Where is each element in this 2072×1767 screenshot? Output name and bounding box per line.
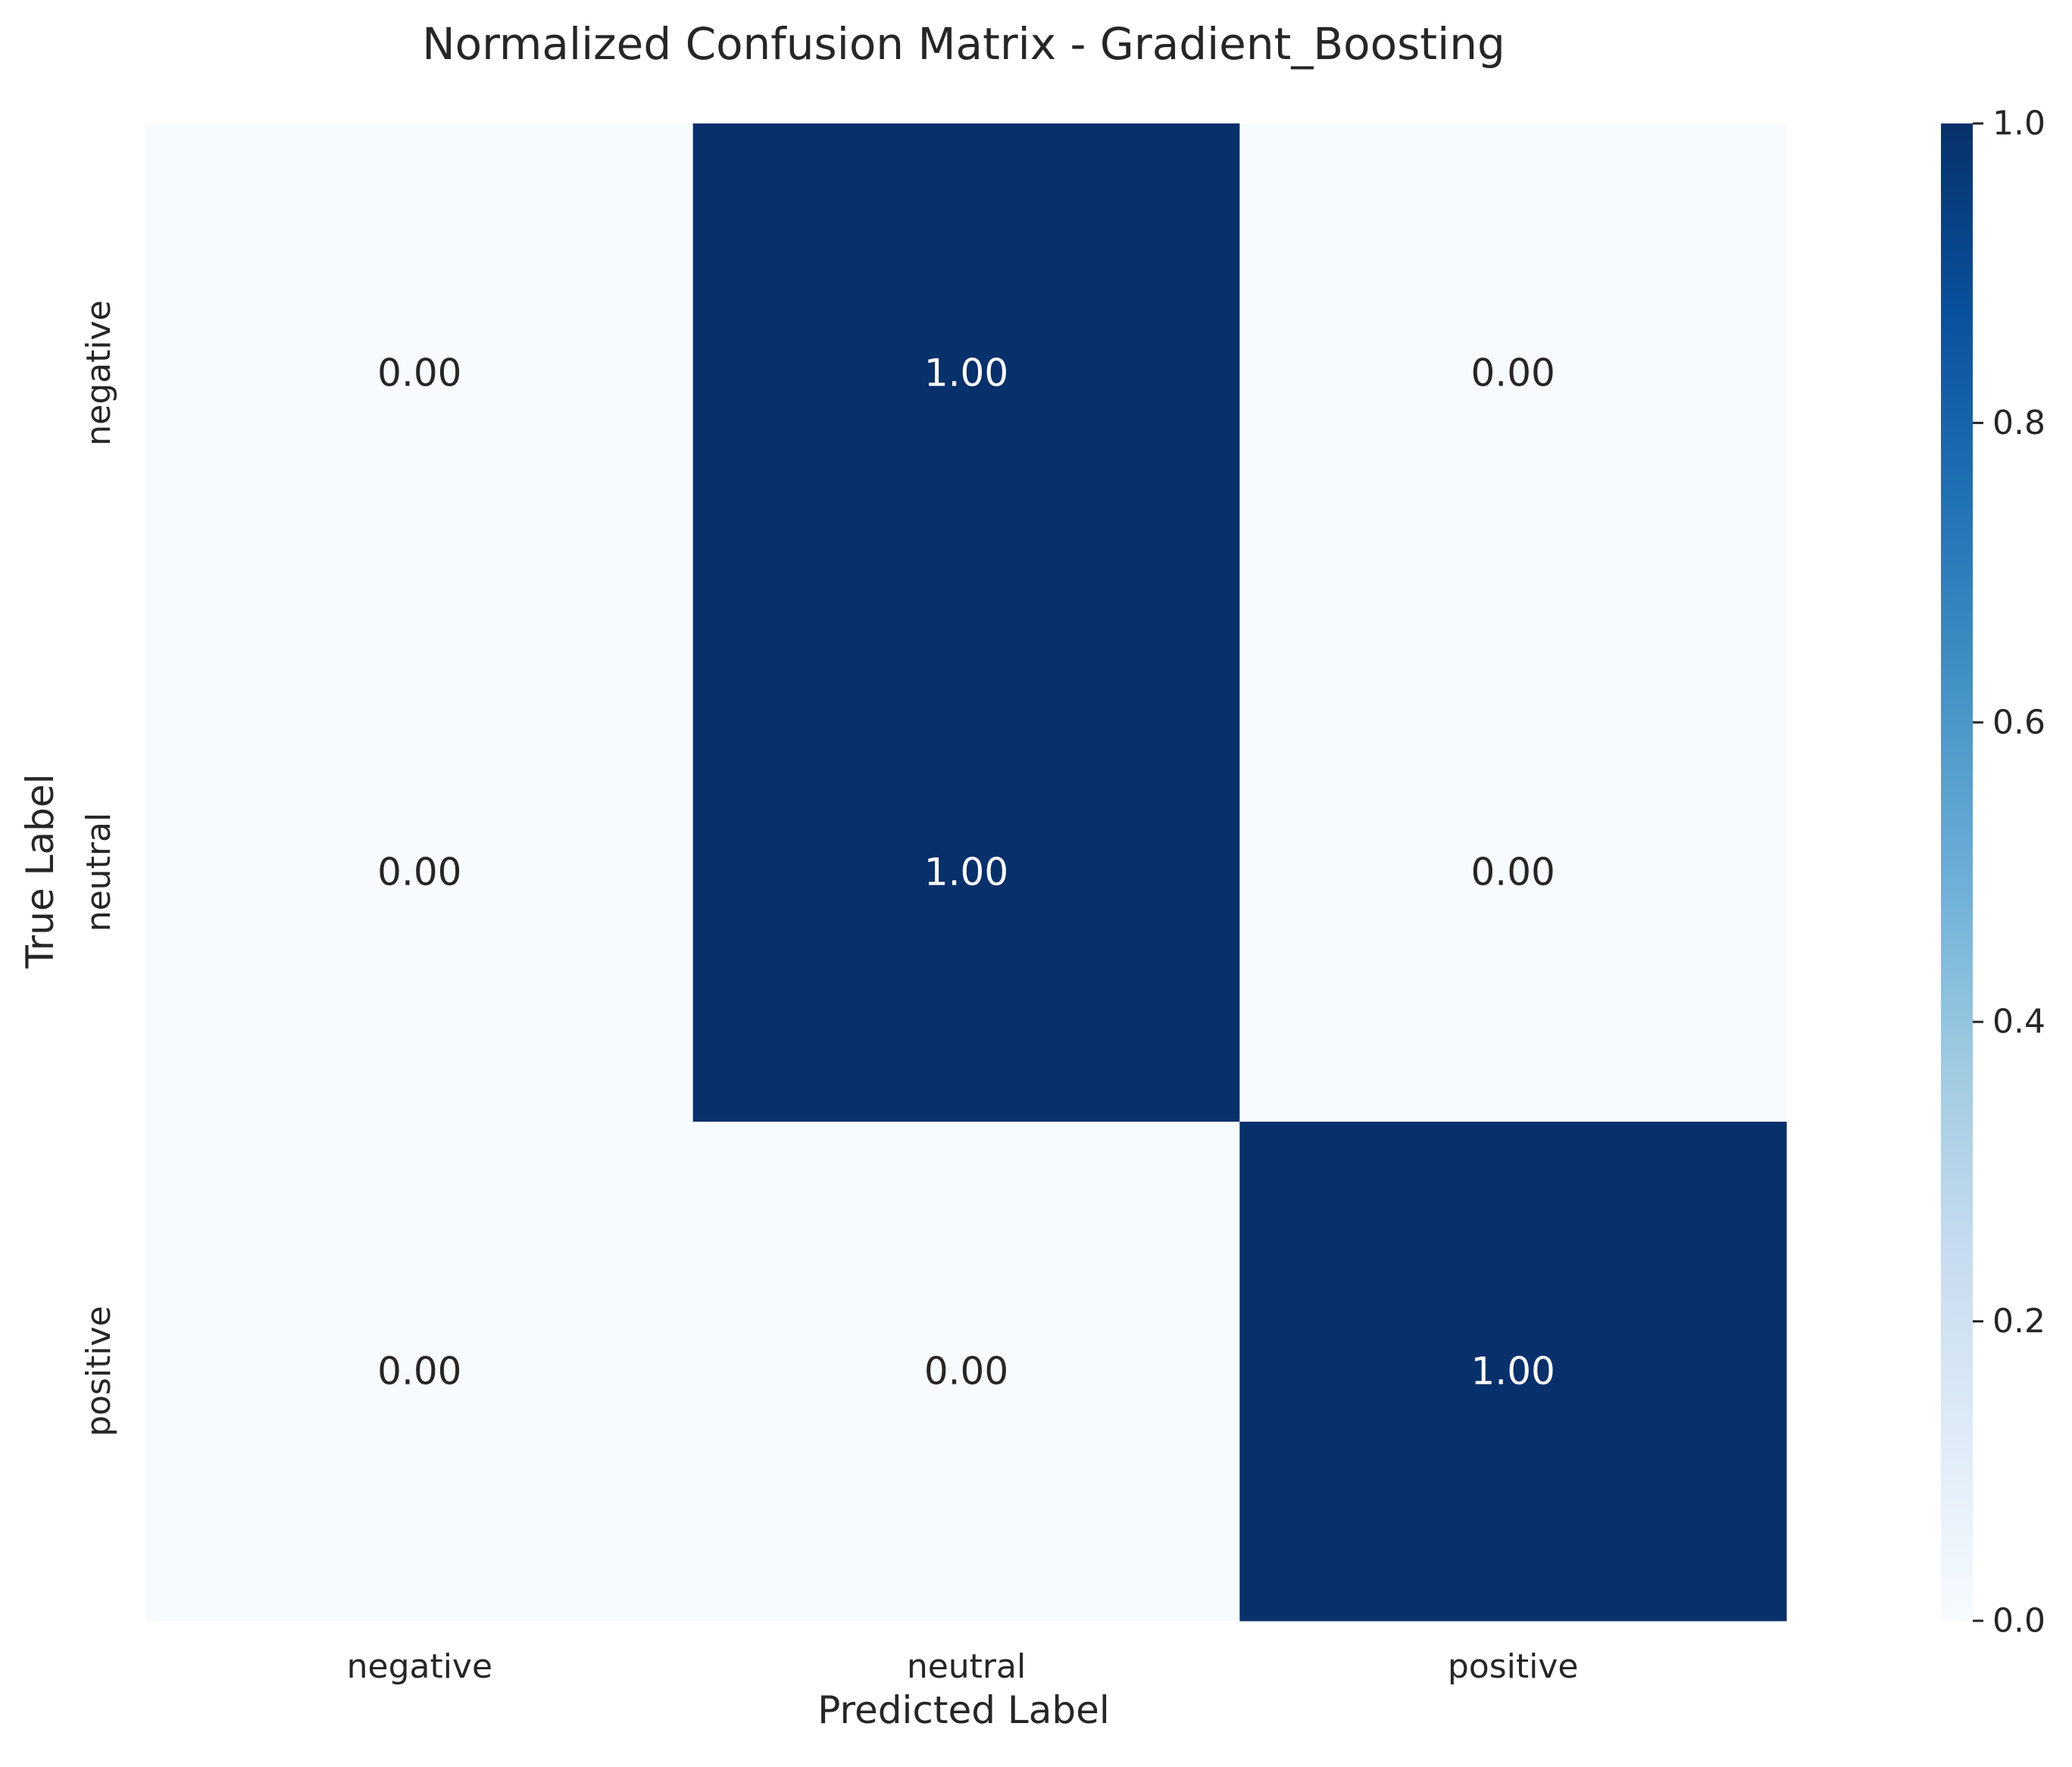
heatmap-cell-2-2 [1239, 1122, 1787, 1622]
colorbar-tick-label-1: 0.2 [1992, 1302, 2045, 1341]
heatmap-cell-0-0 [146, 123, 694, 623]
colorbar-tick-label-5: 1.0 [1992, 105, 2045, 143]
cell-value-label-0-1: 1.00 [924, 351, 1008, 395]
cell-value-label-2-0: 0.00 [377, 1350, 461, 1394]
x-tick-label-neutral: neutral [907, 1647, 1026, 1686]
cell-value-label-2-2: 1.00 [1471, 1350, 1555, 1394]
colorbar-ticks: 0.0 0.2 0.4 0.6 0.8 1.0 [1973, 105, 2045, 1641]
cell-value-label-1-1: 1.00 [924, 851, 1008, 894]
heatmap-cell-2-0 [146, 1122, 694, 1622]
y-axis-label: True Label [18, 774, 62, 969]
cell-value-label-0-0: 0.00 [377, 351, 461, 395]
colorbar-tick-label-0: 0.0 [1992, 1602, 2045, 1641]
y-tick-label-negative: negative [80, 300, 118, 445]
heatmap-cells [146, 123, 1787, 1622]
heatmap-cell-2-1 [692, 1122, 1240, 1622]
y-tick-labels: negative neutral positive [80, 300, 118, 1437]
heatmap-cell-1-0 [146, 623, 694, 1122]
heatmap-cell-0-1 [692, 123, 1240, 623]
cell-labels: 0.00 1.00 0.00 0.00 1.00 0.00 0.00 0.00 1.00 [377, 351, 1555, 1394]
y-tick-label-positive: positive [80, 1306, 118, 1437]
cell-value-label-1-2: 0.00 [1471, 851, 1555, 894]
heatmap-cell-1-1 [692, 623, 1240, 1122]
x-axis-label: Predicted Label [817, 1688, 1110, 1732]
x-tick-label-negative: negative [347, 1647, 492, 1686]
cell-value-label-1-0: 0.00 [377, 851, 461, 894]
cell-value-label-2-1: 0.00 [924, 1350, 1008, 1394]
x-tick-label-positive: positive [1448, 1647, 1579, 1686]
cell-value-label-0-2: 0.00 [1471, 351, 1555, 395]
colorbar-tick-label-4: 0.8 [1992, 404, 2045, 442]
heatmap-cell-1-2 [1239, 623, 1787, 1122]
colorbar-tick-label-2: 0.4 [1992, 1003, 2045, 1041]
heatmap-cell-0-2 [1239, 123, 1787, 623]
colorbar-tick-label-3: 0.6 [1992, 703, 2045, 741]
y-tick-label-neutral: neutral [80, 813, 118, 932]
x-tick-labels: negative neutral positive [347, 1647, 1579, 1686]
colorbar [1941, 123, 1973, 1621]
chart-title: Normalized Confusion Matrix - Gradient_B… [422, 18, 1505, 70]
